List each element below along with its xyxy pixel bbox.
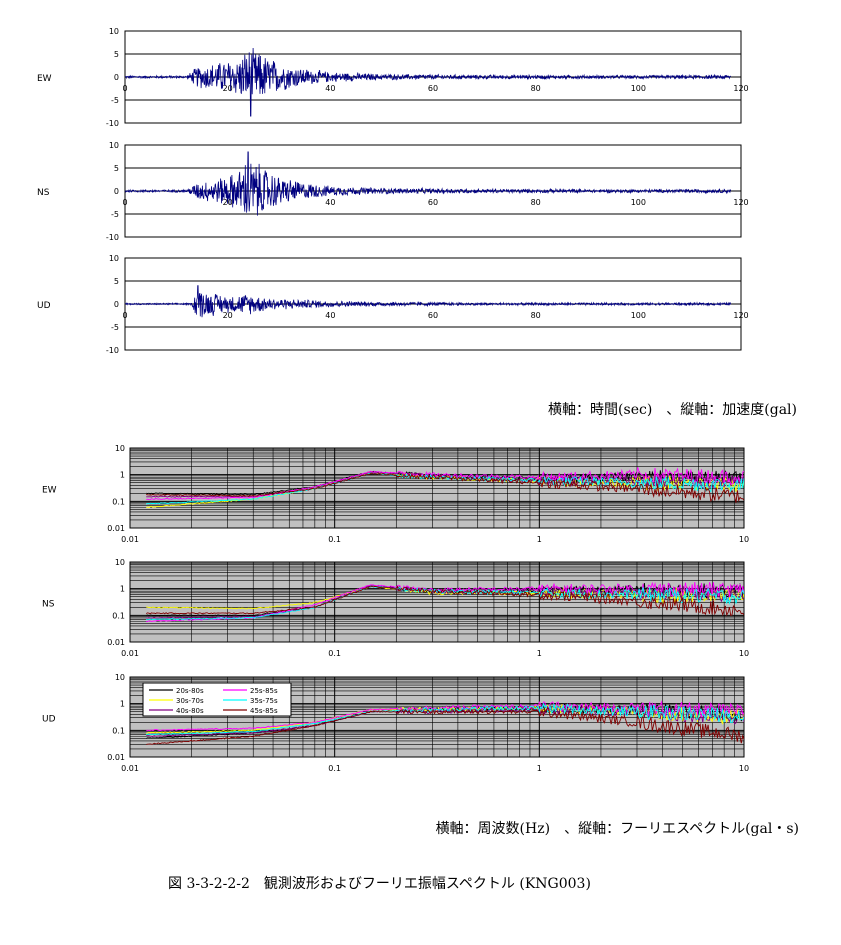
waveform-trace — [124, 151, 732, 216]
waveform-trace — [124, 47, 732, 117]
legend-entry: 25s-85s — [250, 687, 278, 695]
x-tick-label: 0 — [122, 198, 127, 207]
y-tick-label: 0.01 — [107, 753, 125, 762]
x-tick-label: 60 — [428, 311, 438, 320]
y-tick-label: 5 — [114, 50, 119, 59]
x-tick-label: 40 — [325, 84, 335, 93]
y-tick-label: 1 — [120, 700, 125, 709]
x-tick-label: 120 — [733, 311, 748, 320]
component-label: UD — [42, 715, 56, 725]
x-tick-label: 0 — [122, 84, 127, 93]
x-tick-label: 0 — [122, 311, 127, 320]
y-tick-label: 0 — [114, 300, 119, 309]
y-tick-label: -5 — [111, 210, 119, 219]
x-tick-label: 0.1 — [328, 535, 341, 544]
spectrum-series-line — [146, 705, 744, 737]
legend-entry: 45s-85s — [250, 707, 278, 715]
x-tick-label: 10 — [739, 649, 749, 658]
y-tick-label: -5 — [111, 96, 119, 105]
x-tick-label: 1 — [537, 649, 542, 658]
x-tick-label: 40 — [325, 198, 335, 207]
y-tick-label: 0.01 — [107, 638, 125, 647]
x-tick-label: 100 — [631, 311, 646, 320]
x-tick-label: 20 — [223, 84, 233, 93]
component-label: NS — [37, 188, 50, 198]
component-label: NS — [42, 600, 55, 610]
x-tick-label: 40 — [325, 311, 335, 320]
legend-entry: 20s-80s — [176, 687, 204, 695]
y-tick-label: 0 — [114, 187, 119, 196]
component-label: EW — [37, 74, 52, 84]
time-axis-note: 横軸：時間(sec) 、縦軸：加速度(gal) — [548, 402, 797, 418]
plot-background — [129, 447, 745, 529]
spectrum-series-group — [145, 467, 744, 509]
y-tick-label: -10 — [106, 119, 119, 128]
figure-title: 図 3-3-2-2-2 観測波形およびフーリエ振幅スペクトル (KNG003) — [168, 876, 591, 892]
spectrum-series-line — [145, 702, 744, 736]
x-tick-label: 0.01 — [121, 649, 139, 658]
x-tick-label: 100 — [631, 198, 646, 207]
x-tick-label: 60 — [428, 84, 438, 93]
x-tick-label: 120 — [733, 198, 748, 207]
y-tick-label: 10 — [115, 673, 125, 682]
y-tick-label: 5 — [114, 164, 119, 173]
legend-entry: 35s-75s — [250, 697, 278, 705]
y-tick-label: 10 — [109, 254, 119, 263]
y-tick-label: 1 — [120, 471, 125, 480]
spectrum-chart-ns: 10 1 0.1 0.01 0.01 0.1 1 10 NS — [42, 558, 749, 658]
legend-entry: 30s-70s — [176, 697, 204, 705]
y-tick-label: -5 — [111, 323, 119, 332]
x-tick-label: 60 — [428, 198, 438, 207]
x-tick-label: 10 — [739, 535, 749, 544]
y-tick-label: 10 — [109, 27, 119, 36]
component-label: UD — [37, 301, 51, 311]
waveform-trace — [124, 285, 732, 318]
y-tick-label: 0 — [114, 73, 119, 82]
frequency-axis-note: 横軸：周波数(Hz) 、縦軸：フーリエスペクトル(gal・s) — [435, 821, 799, 837]
y-tick-label: 0.1 — [112, 497, 125, 506]
y-tick-label: 10 — [109, 141, 119, 150]
x-tick-label: 80 — [531, 84, 541, 93]
y-tick-label: -10 — [106, 233, 119, 242]
y-tick-label: -10 — [106, 346, 119, 355]
x-tick-label: 100 — [631, 84, 646, 93]
spectrum-chart-ew: 10 1 0.1 0.01 0.01 0.1 1 10 EW — [42, 444, 749, 544]
spectrum-series-line — [146, 707, 744, 745]
spectrum-series-line — [145, 585, 744, 617]
y-tick-label: 0.01 — [107, 524, 125, 533]
x-tick-label: 0.1 — [328, 764, 341, 773]
x-tick-label: 0.01 — [121, 535, 139, 544]
y-tick-label: 0.1 — [112, 611, 125, 620]
y-tick-label: 0.1 — [112, 726, 125, 735]
x-tick-label: 1 — [537, 764, 542, 773]
y-tick-label: 10 — [115, 444, 125, 453]
x-tick-label: 80 — [531, 311, 541, 320]
spectrum-series-group — [145, 581, 744, 623]
spectrum-series-line — [146, 472, 744, 503]
legend-entry: 40s-80s — [176, 707, 204, 715]
x-tick-label: 20 — [223, 311, 233, 320]
y-tick-label: 5 — [114, 277, 119, 286]
x-tick-label: 80 — [531, 198, 541, 207]
x-tick-label: 120 — [733, 84, 748, 93]
x-tick-label: 0.1 — [328, 649, 341, 658]
component-label: EW — [42, 486, 57, 496]
x-tick-label: 0.01 — [121, 764, 139, 773]
x-tick-label: 10 — [739, 764, 749, 773]
y-tick-label: 1 — [120, 585, 125, 594]
spectrum-series-group — [145, 700, 744, 745]
spectrum-series-line — [146, 585, 744, 621]
plot-background — [129, 561, 745, 643]
legend: 20s-80s 30s-70s 40s-80s 25s-85s 35s-75s 45s-8… — [142, 682, 292, 717]
x-tick-label: 1 — [537, 535, 542, 544]
y-tick-label: 10 — [115, 558, 125, 567]
spectrum-chart-ud: 10 1 0.1 0.01 0.01 0.1 1 10 UD 20s-80s 30s-70s 40s-… — [42, 673, 749, 773]
